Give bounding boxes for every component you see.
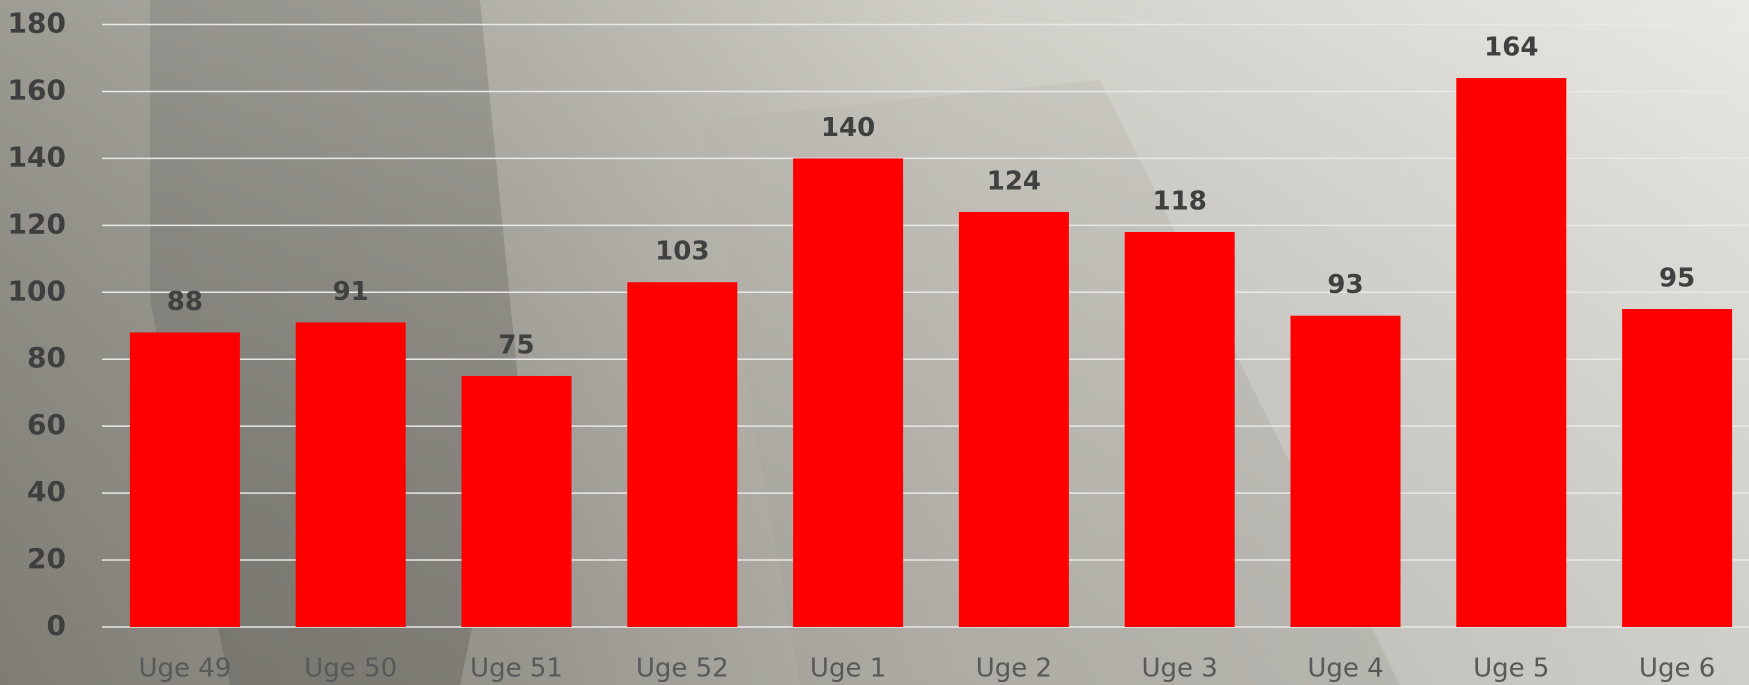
x-tick-label: Uge 52 — [636, 654, 729, 684]
bar — [958, 211, 1069, 627]
x-tick-label: Uge 5 — [1473, 654, 1549, 684]
x-tick-label: Uge 4 — [1307, 654, 1383, 684]
value-label: 88 — [167, 287, 203, 317]
y-tick-label: 40 — [27, 475, 66, 508]
y-tick-label: 160 — [8, 73, 66, 106]
bar — [129, 332, 240, 627]
x-tick-label: Uge 50 — [304, 654, 397, 684]
value-label: 124 — [987, 166, 1041, 196]
plot-area: 0 20 40 60 80 100 120 140 160 180 88 Uge 49 91 Uge 50… — [8, 7, 1749, 684]
value-label: 95 — [1659, 264, 1695, 294]
bar — [627, 282, 738, 627]
bar — [461, 375, 572, 627]
bar — [1124, 232, 1235, 627]
x-tick-label: Uge 3 — [1142, 654, 1218, 684]
y-tick-label: 60 — [27, 408, 66, 441]
x-tick-label: Uge 49 — [138, 654, 231, 684]
bar — [1622, 309, 1733, 627]
x-tick-label: Uge 6 — [1639, 654, 1715, 684]
y-tick-label: 140 — [8, 140, 66, 173]
y-tick-label: 20 — [27, 542, 66, 575]
value-label: 93 — [1327, 270, 1363, 300]
y-tick-label: 0 — [47, 609, 66, 642]
y-tick-label: 100 — [8, 274, 66, 307]
x-tick-label: Uge 51 — [470, 654, 563, 684]
value-label: 118 — [1153, 187, 1207, 217]
y-tick-label: 120 — [8, 207, 66, 240]
bar — [295, 322, 406, 627]
value-label: 103 — [655, 237, 709, 267]
bar — [1290, 315, 1401, 627]
bar — [1456, 78, 1567, 628]
bar — [793, 158, 904, 627]
value-label: 140 — [821, 113, 875, 143]
y-tick-label: 180 — [8, 7, 66, 40]
y-tick-label: 80 — [27, 341, 66, 374]
value-label: 91 — [333, 277, 369, 307]
value-label: 75 — [498, 330, 534, 360]
x-tick-label: Uge 1 — [810, 654, 886, 684]
value-label: 164 — [1484, 33, 1538, 63]
x-tick-label: Uge 2 — [976, 654, 1052, 684]
